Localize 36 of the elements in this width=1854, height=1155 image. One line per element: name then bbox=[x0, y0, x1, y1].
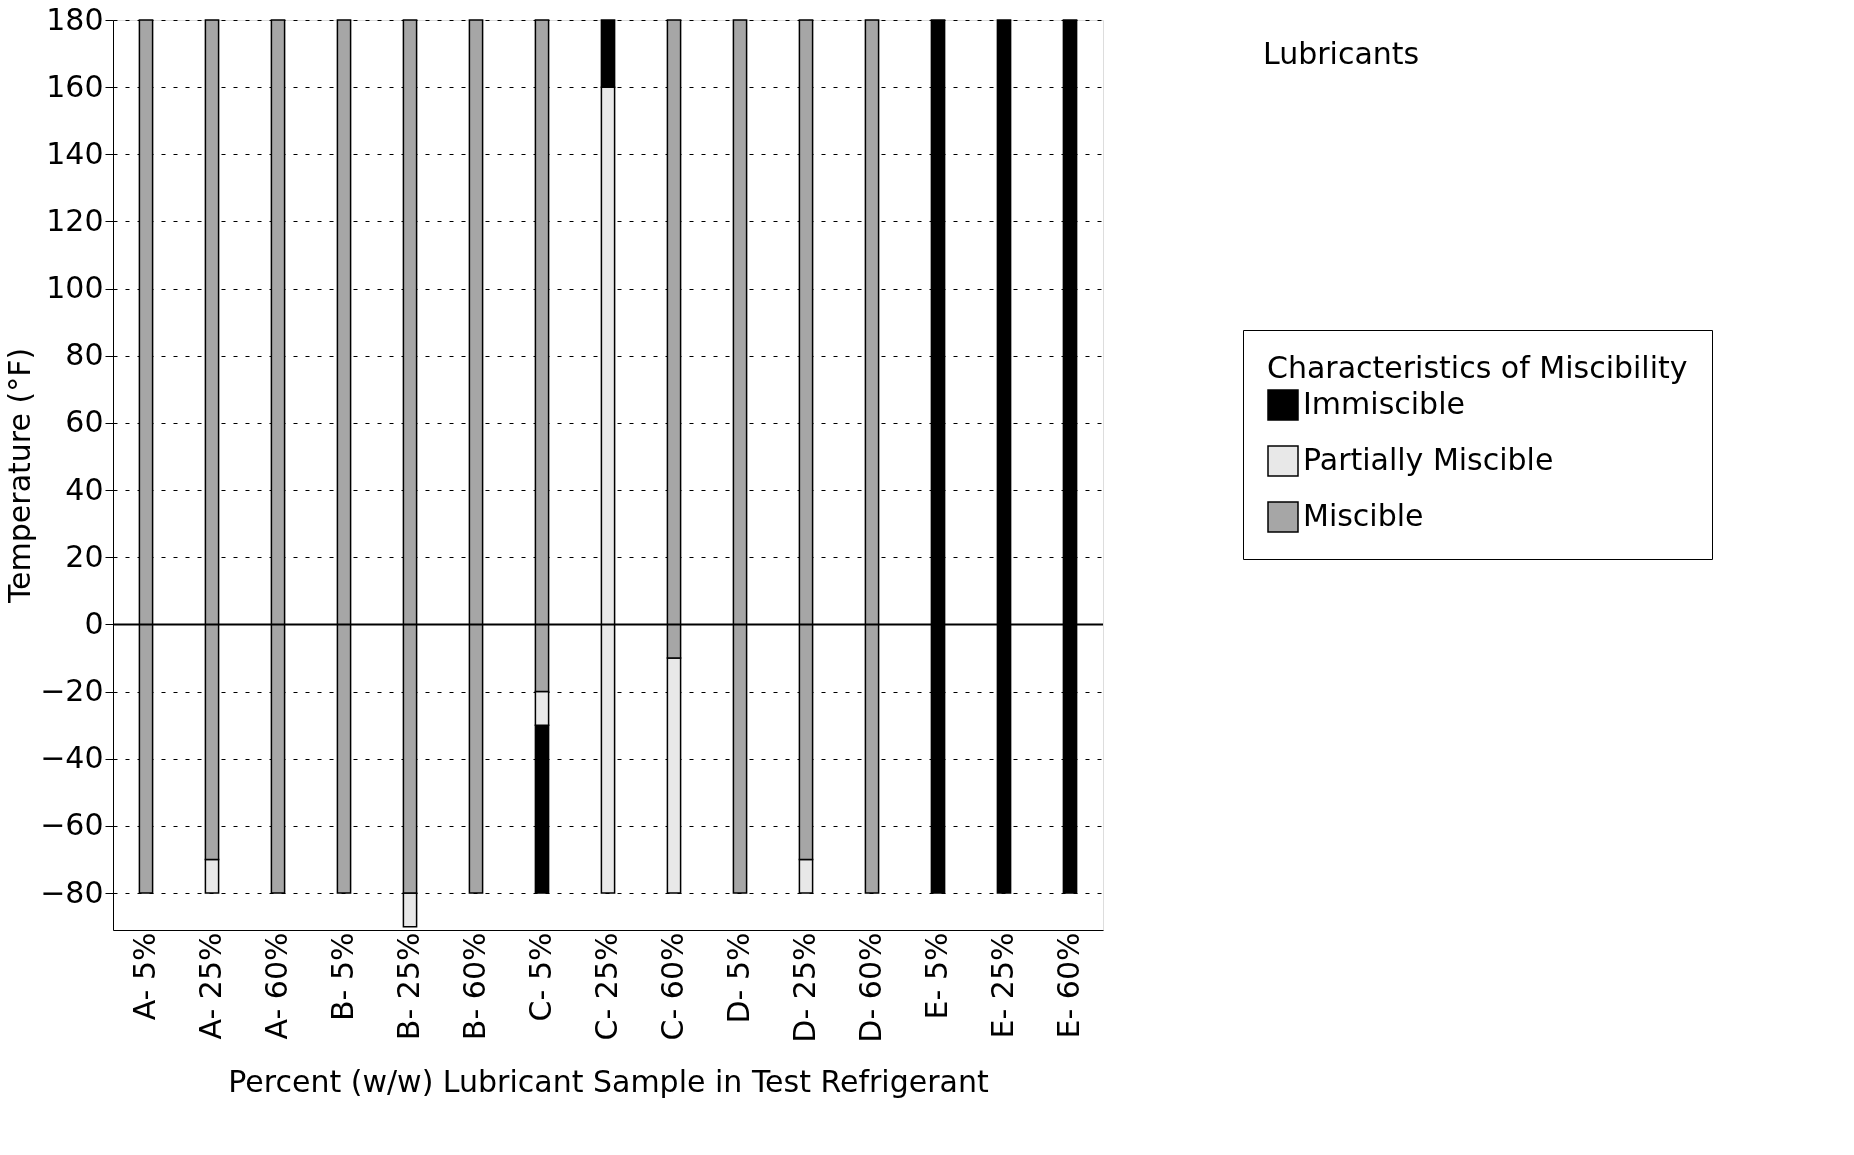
x-tick-label: B- 60% bbox=[457, 932, 492, 1041]
x-tick-label: C- 5% bbox=[523, 932, 558, 1022]
y-tick-label: −60 bbox=[40, 807, 104, 843]
y-tick-label: 60 bbox=[65, 404, 104, 440]
x-tick-label: B- 25% bbox=[391, 932, 426, 1041]
x-tick-label: E- 25% bbox=[985, 932, 1020, 1039]
x-tick-label: C- 25% bbox=[589, 932, 624, 1041]
x-tick-label: E- 60% bbox=[1051, 932, 1086, 1039]
y-tick-label: 140 bbox=[46, 135, 104, 171]
y-tick-label: 80 bbox=[65, 337, 104, 373]
y-tick-label: 120 bbox=[46, 202, 104, 238]
y-tick-label: 180 bbox=[46, 1, 104, 37]
x-tick-label: E- 5% bbox=[919, 932, 954, 1020]
legend-label: Miscible bbox=[1303, 498, 1424, 533]
x-tick-label: B- 5% bbox=[325, 932, 360, 1022]
y-axis-title: Temperature (°F) bbox=[2, 347, 38, 605]
x-tick-label: A- 25% bbox=[193, 932, 228, 1040]
legend-label: Partially Miscible bbox=[1303, 442, 1554, 477]
legend-label: Immiscible bbox=[1303, 386, 1465, 421]
y-tick-label: −80 bbox=[40, 874, 104, 910]
text: Lubricants bbox=[1263, 36, 1420, 71]
x-tick-label: A- 5% bbox=[127, 932, 162, 1021]
y-tick-label: 160 bbox=[46, 68, 104, 104]
x-tick-label: D- 5% bbox=[721, 932, 756, 1024]
x-tick-label: D- 25% bbox=[787, 932, 822, 1043]
y-tick-label: 0 bbox=[84, 605, 104, 641]
x-tick-label: D- 60% bbox=[853, 932, 888, 1043]
x-axis-title: Percent (w/w) Lubricant Sample in Test Refrigerant bbox=[228, 1063, 989, 1099]
y-tick-label: −20 bbox=[40, 673, 104, 709]
y-tick-label: 20 bbox=[65, 538, 104, 574]
y-tick-label: 40 bbox=[65, 471, 104, 507]
y-tick-label: −40 bbox=[40, 740, 104, 776]
y-tick-label: 100 bbox=[46, 270, 104, 306]
legend-title: Characteristics of Miscibility bbox=[1267, 350, 1688, 385]
x-tick-label: C- 60% bbox=[655, 932, 690, 1041]
x-tick-label: A- 60% bbox=[259, 932, 294, 1040]
